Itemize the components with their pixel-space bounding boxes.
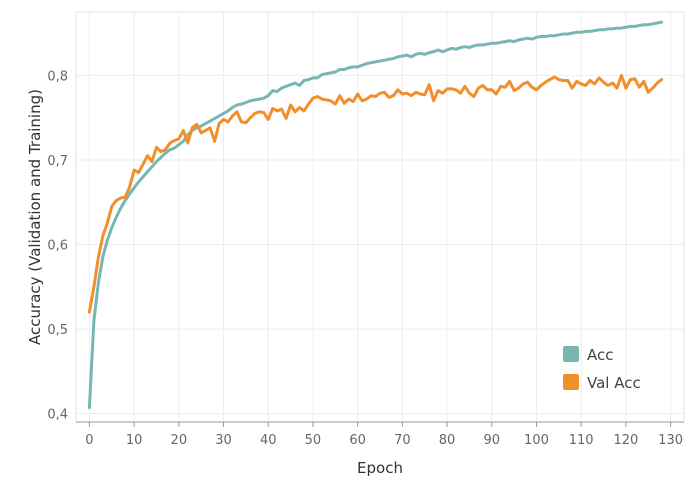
x-tick-label: 90 <box>483 433 500 448</box>
x-tick-label: 100 <box>524 433 549 448</box>
series-line-acc <box>87 20 664 410</box>
series-layer <box>87 20 664 410</box>
x-axis-ticks: 0 10 20 30 40 50 60 70 80 90 100 110 120 130 <box>85 422 683 448</box>
x-tick-label: 120 <box>613 433 638 448</box>
x-tick-label: 30 <box>215 433 232 448</box>
y-tick-label: 0,5 <box>47 323 68 338</box>
x-axis-title: Epoch <box>357 459 403 477</box>
y-axis-title: Accuracy (Validation and Training) <box>26 89 44 345</box>
x-tick-label: 50 <box>305 433 322 448</box>
y-tick-label: 0,6 <box>47 238 68 253</box>
x-tick-label: 70 <box>394 433 411 448</box>
x-tick-label: 80 <box>439 433 456 448</box>
y-tick-label: 0,8 <box>47 69 68 84</box>
x-tick-label: 0 <box>85 433 93 448</box>
x-tick-label: 60 <box>349 433 366 448</box>
series-line-val-acc <box>87 73 664 314</box>
x-tick-label: 10 <box>126 433 143 448</box>
legend-label: Acc <box>587 346 614 364</box>
legend-swatch <box>563 374 579 390</box>
grid <box>76 12 684 422</box>
legend-swatch <box>563 346 579 362</box>
x-tick-label: 130 <box>658 433 683 448</box>
x-tick-label: 110 <box>569 433 594 448</box>
x-tick-label: 20 <box>171 433 188 448</box>
legend-label: Val Acc <box>587 374 641 392</box>
y-tick-label: 0,7 <box>47 154 68 169</box>
y-tick-label: 0,4 <box>47 408 68 423</box>
y-axis-ticks: 0,4 0,5 0,6 0,7 0,8 <box>47 69 68 422</box>
legend: Acc Val Acc <box>563 346 641 392</box>
x-tick-label: 40 <box>260 433 277 448</box>
